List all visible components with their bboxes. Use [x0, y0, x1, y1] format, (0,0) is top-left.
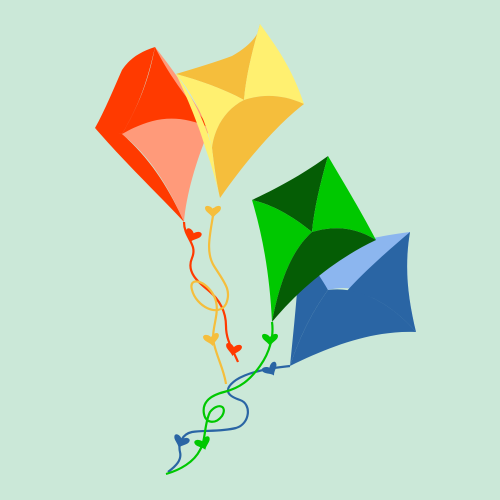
yellow-bow-2 — [203, 332, 219, 346]
red-kite — [95, 47, 210, 222]
blue-bow-1 — [261, 361, 277, 376]
green-bow-1 — [262, 333, 278, 346]
red-kite-string — [182, 221, 240, 363]
bows — [174, 205, 278, 450]
yellow-kite — [176, 24, 304, 198]
blue-kite-string — [167, 364, 291, 473]
blue-bow-2 — [174, 434, 190, 448]
yellow-kite-string — [190, 207, 230, 385]
green-kite — [252, 156, 376, 322]
green-bow-2 — [194, 436, 210, 450]
red-bow-2 — [226, 342, 242, 356]
yellow-bow — [205, 205, 221, 218]
red-bow-1 — [186, 228, 202, 242]
